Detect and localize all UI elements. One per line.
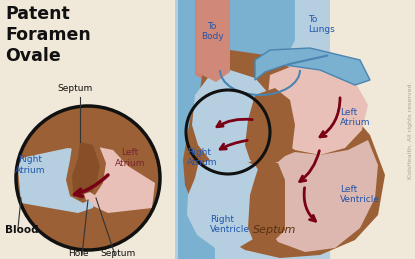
Text: Blood: Blood [5, 225, 39, 235]
Text: Right
Atrium: Right Atrium [15, 155, 45, 175]
FancyArrowPatch shape [288, 56, 327, 64]
Polygon shape [175, 0, 415, 259]
Polygon shape [330, 0, 415, 259]
Polygon shape [18, 148, 96, 213]
Text: Right
Ventricle: Right Ventricle [210, 215, 250, 234]
Text: Septum: Septum [253, 225, 297, 235]
Polygon shape [265, 65, 368, 155]
Text: Hole: Hole [68, 249, 88, 258]
Polygon shape [178, 0, 215, 259]
Circle shape [16, 106, 160, 250]
Polygon shape [248, 163, 285, 245]
Polygon shape [183, 50, 385, 258]
Text: To
Lungs: To Lungs [308, 15, 335, 34]
Text: Left
Atrium: Left Atrium [340, 108, 371, 127]
Polygon shape [255, 48, 370, 85]
Polygon shape [187, 158, 272, 248]
Text: Septum: Septum [100, 249, 136, 258]
Text: Left
Atrium: Left Atrium [115, 148, 145, 168]
Text: Septum: Septum [57, 84, 93, 93]
Text: Left
Ventricle: Left Ventricle [340, 185, 380, 204]
Polygon shape [0, 0, 175, 259]
Polygon shape [72, 142, 100, 200]
Polygon shape [84, 192, 96, 203]
Text: To
Body: To Body [200, 22, 223, 41]
Polygon shape [192, 70, 275, 168]
Polygon shape [245, 88, 295, 165]
Polygon shape [196, 0, 230, 82]
Polygon shape [215, 0, 295, 85]
Polygon shape [195, 0, 230, 85]
Text: Right
Atrium: Right Atrium [187, 148, 217, 167]
Polygon shape [93, 146, 155, 213]
Polygon shape [66, 140, 106, 203]
Text: Patent
Foramen
Ovale: Patent Foramen Ovale [5, 5, 91, 64]
Polygon shape [260, 140, 378, 252]
Text: KidsHealth. All rights reserved.: KidsHealth. All rights reserved. [408, 81, 413, 179]
